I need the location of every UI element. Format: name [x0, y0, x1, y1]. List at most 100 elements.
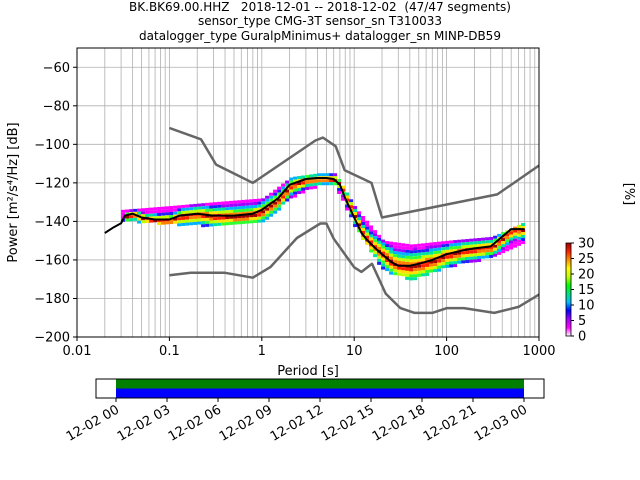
density-cell [309, 180, 314, 184]
density-cell [413, 253, 418, 257]
density-cell [173, 214, 178, 218]
density-cell [185, 219, 190, 223]
density-cell [369, 225, 374, 229]
density-cell [121, 212, 126, 216]
density-cell [245, 211, 250, 215]
density-cell [213, 205, 218, 209]
density-cell [301, 184, 306, 188]
density-cell [485, 249, 490, 253]
density-cell [169, 212, 174, 216]
colorbar-tick-label: 25 [578, 252, 595, 267]
density-cell [385, 262, 390, 266]
density-cell [473, 244, 478, 248]
density-cell [445, 255, 450, 259]
density-cell [445, 258, 450, 262]
density-cell [405, 252, 410, 256]
colorbar-tick-label: 20 [578, 268, 595, 283]
density-cell [513, 229, 518, 233]
density-cell [509, 237, 514, 241]
density-cell [389, 265, 394, 269]
density-cell [413, 250, 418, 254]
density-cell [409, 250, 414, 254]
density-cell [293, 176, 298, 180]
density-cell [233, 203, 238, 207]
density-cell [377, 243, 382, 247]
density-cell [493, 247, 498, 251]
density-cell [197, 203, 202, 207]
density-cell [433, 263, 438, 267]
density-cell [421, 267, 426, 271]
density-cell [225, 210, 230, 214]
density-cell [425, 257, 430, 261]
density-cell [497, 251, 502, 255]
density-cell [465, 239, 470, 243]
density-cell [273, 195, 278, 199]
density-cell [397, 248, 402, 252]
density-cell [141, 211, 146, 215]
density-cell [257, 204, 262, 208]
density-cell [413, 247, 418, 251]
density-cell [149, 207, 154, 211]
density-cell [409, 271, 414, 275]
density-cell [465, 257, 470, 261]
density-cell [429, 251, 434, 255]
density-cell [429, 248, 434, 252]
density-cell [417, 270, 422, 274]
density-cell [401, 249, 406, 253]
density-cell [229, 206, 234, 210]
density-cell [437, 268, 442, 272]
density-cell [389, 256, 394, 260]
density-cell [469, 250, 474, 254]
density-cell [241, 199, 246, 203]
density-cell [265, 210, 270, 214]
density-cell [425, 269, 430, 273]
density-cell [433, 254, 438, 258]
density-cell [421, 255, 426, 259]
density-cell [489, 251, 494, 255]
density-cell [429, 245, 434, 249]
density-cell [417, 267, 422, 271]
density-cell [245, 217, 250, 221]
density-cell [449, 255, 454, 259]
density-cell [221, 219, 226, 223]
density-cell [469, 241, 474, 245]
density-cell [437, 259, 442, 263]
density-cell [405, 261, 410, 265]
density-cell [357, 220, 362, 224]
density-cell [249, 205, 254, 209]
density-cell [513, 232, 518, 236]
density-cell [237, 206, 242, 210]
density-cell [361, 231, 366, 235]
density-cell [381, 242, 386, 246]
density-cell [217, 222, 222, 226]
density-cell [173, 217, 178, 221]
density-cell [365, 235, 370, 239]
density-cell [197, 221, 202, 225]
density-cell [449, 264, 454, 268]
density-cell [121, 209, 126, 213]
density-cell [437, 265, 442, 269]
density-cell [185, 210, 190, 214]
density-cell [405, 249, 410, 253]
density-cell [153, 213, 158, 217]
density-cell [397, 257, 402, 261]
density-cell [289, 189, 294, 193]
density-cell [337, 190, 342, 194]
density-cell [225, 216, 230, 220]
density-cell [309, 183, 314, 187]
density-cell [393, 260, 398, 264]
density-cell [133, 208, 138, 212]
density-cell [353, 209, 358, 213]
density-cell [193, 206, 198, 210]
density-cell [481, 237, 486, 241]
density-cell [421, 264, 426, 268]
density-cell [401, 252, 406, 256]
density-cell [269, 210, 274, 214]
density-cell [349, 202, 354, 206]
density-cell [437, 247, 442, 251]
density-cell [489, 242, 494, 246]
density-cell [421, 249, 426, 253]
density-cell [273, 192, 278, 196]
density-cell [461, 239, 466, 243]
density-cell [417, 273, 422, 277]
